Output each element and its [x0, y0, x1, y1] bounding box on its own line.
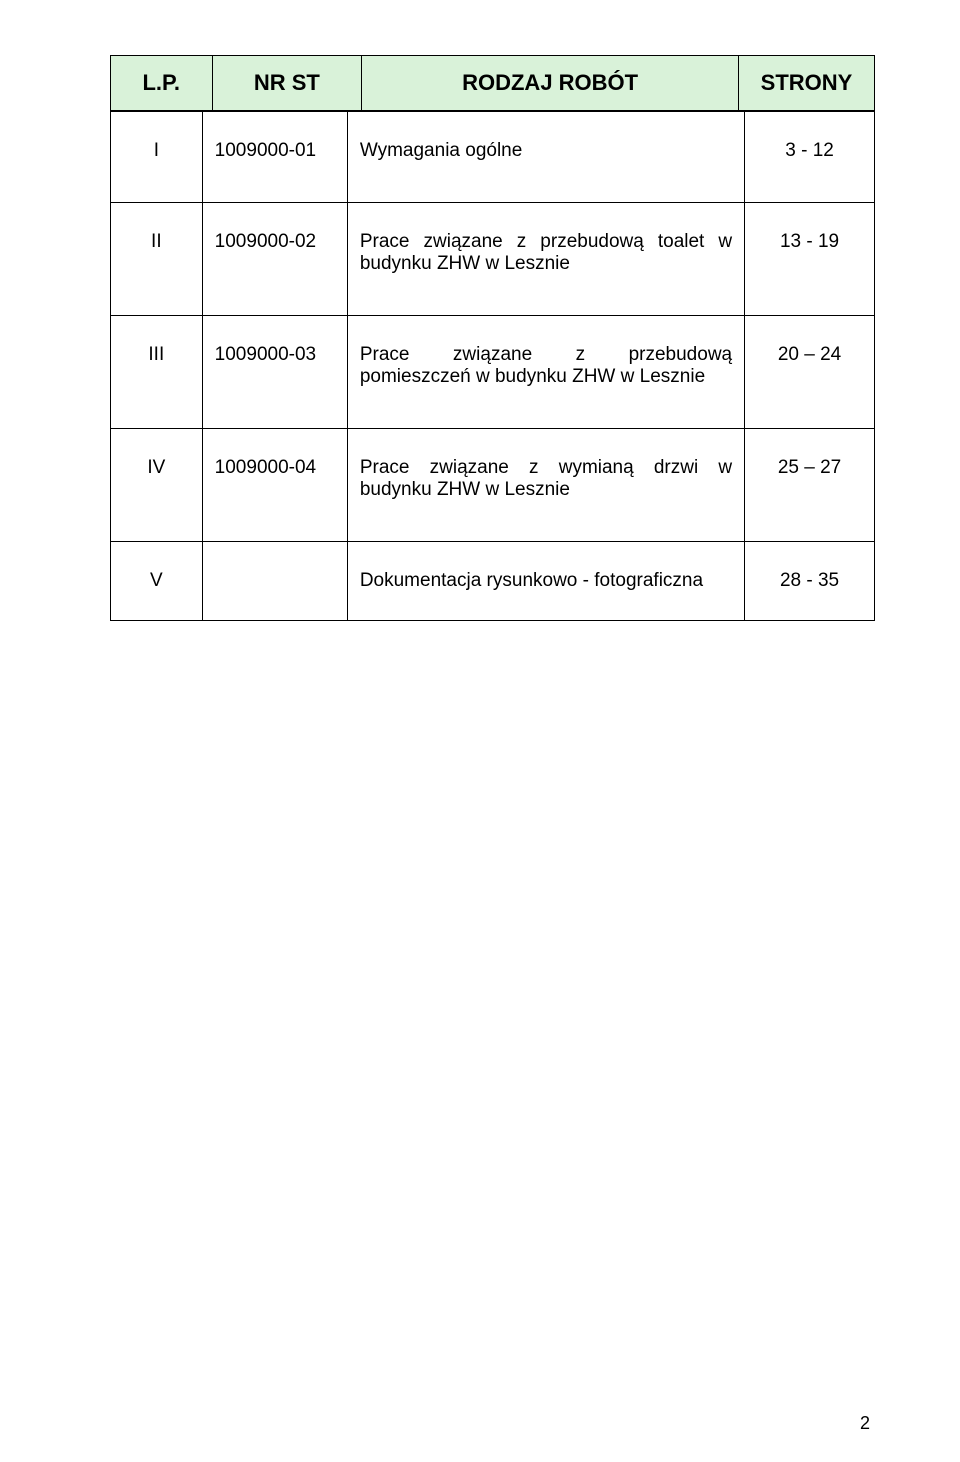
table-row: III 1009000-03 Prace związane z przebudo… — [111, 316, 875, 429]
document-page: L.P. NR ST RODZAJ ROBÓT STRONY I 1009000… — [0, 0, 960, 1462]
table-body: I 1009000-01 Wymagania ogólne 3 - 12 II … — [110, 111, 875, 621]
cell-strony: 3 - 12 — [745, 112, 875, 203]
table-row: IV 1009000-04 Prace związane z wymianą d… — [111, 429, 875, 542]
cell-desc: Dokumentacja rysunkowo - fotograficzna — [347, 542, 744, 621]
cell-strony: 20 – 24 — [745, 316, 875, 429]
table-row: V Dokumentacja rysunkowo - fotograficzna… — [111, 542, 875, 621]
table-row: I 1009000-01 Wymagania ogólne 3 - 12 — [111, 112, 875, 203]
cell-nr: 1009000-01 — [202, 112, 347, 203]
cell-nr: 1009000-02 — [202, 203, 347, 316]
header-row: L.P. NR ST RODZAJ ROBÓT STRONY — [111, 56, 875, 111]
cell-desc: Prace związane z przebudową toalet w bud… — [347, 203, 744, 316]
page-number: 2 — [860, 1413, 870, 1434]
header-cell-nrst: NR ST — [212, 56, 362, 111]
cell-strony: 13 - 19 — [745, 203, 875, 316]
cell-lp: V — [111, 542, 203, 621]
header-cell-desc: RODZAJ ROBÓT — [362, 56, 739, 111]
cell-nr: 1009000-04 — [202, 429, 347, 542]
table-header: L.P. NR ST RODZAJ ROBÓT STRONY — [110, 55, 875, 111]
table-row: II 1009000-02 Prace związane z przebudow… — [111, 203, 875, 316]
header-cell-lp: L.P. — [111, 56, 213, 111]
cell-nr: 1009000-03 — [202, 316, 347, 429]
cell-strony: 25 – 27 — [745, 429, 875, 542]
cell-nr — [202, 542, 347, 621]
cell-strony: 28 - 35 — [745, 542, 875, 621]
cell-desc: Wymagania ogólne — [347, 112, 744, 203]
cell-lp: I — [111, 112, 203, 203]
cell-desc: Prace związane z wymianą drzwi w budynku… — [347, 429, 744, 542]
cell-lp: IV — [111, 429, 203, 542]
header-cell-strony: STRONY — [739, 56, 875, 111]
cell-desc: Prace związane z przebudową pomieszczeń … — [347, 316, 744, 429]
cell-lp: III — [111, 316, 203, 429]
cell-lp: II — [111, 203, 203, 316]
